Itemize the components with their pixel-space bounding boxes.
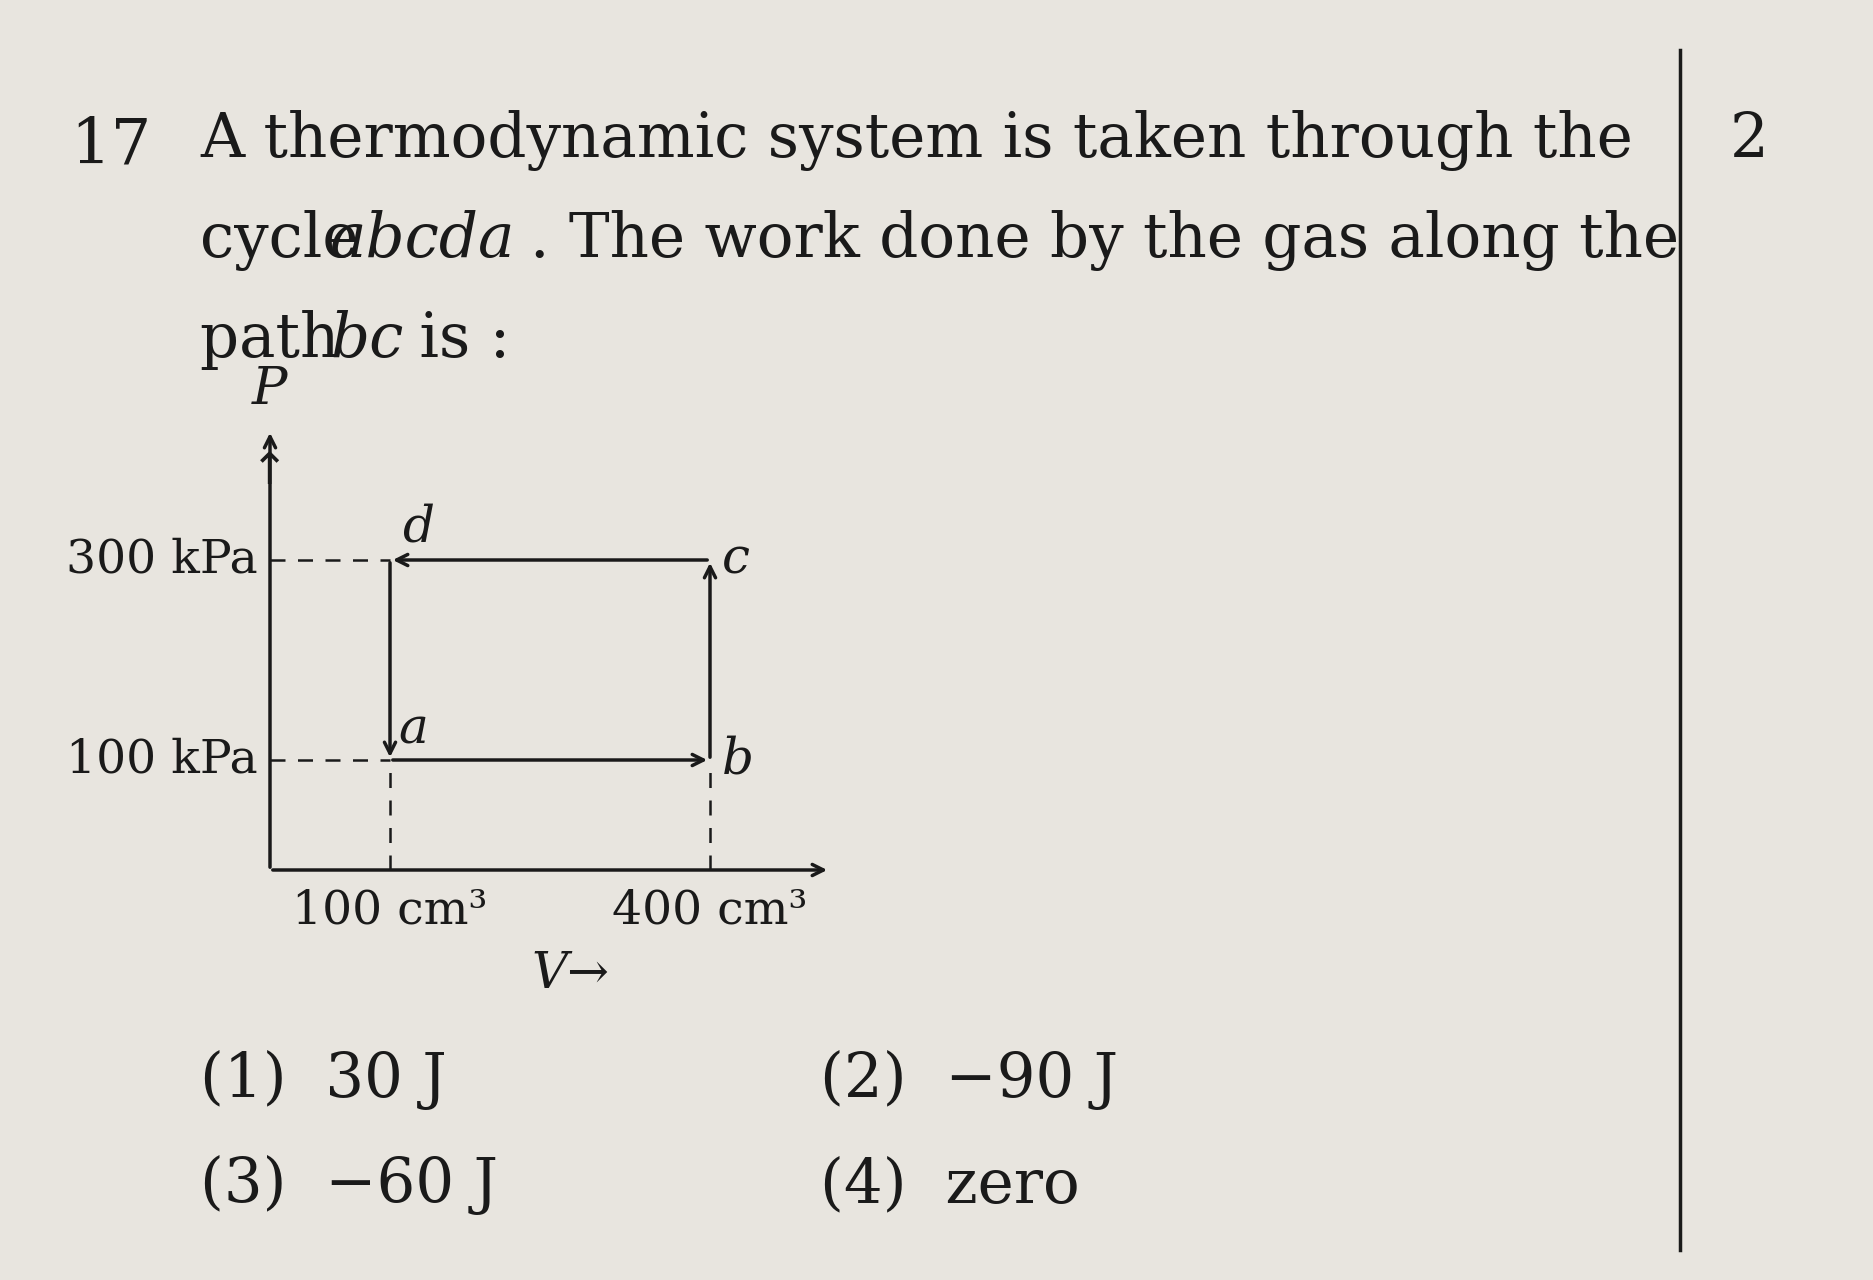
Text: d: d (403, 503, 435, 552)
Text: bc: bc (330, 310, 403, 370)
Text: A thermodynamic system is taken through the: A thermodynamic system is taken through … (200, 110, 1631, 172)
Text: P: P (253, 364, 288, 415)
Text: V→: V→ (530, 950, 609, 1000)
Text: a: a (397, 705, 427, 755)
Text: (4)  zero: (4) zero (820, 1155, 1079, 1215)
Text: is :: is : (399, 310, 509, 370)
Text: path: path (200, 310, 358, 370)
Text: 100 cm³: 100 cm³ (292, 888, 487, 933)
Text: c: c (721, 535, 749, 585)
Text: abcda: abcda (330, 210, 515, 270)
Text: cycle: cycle (200, 210, 378, 271)
Text: 17: 17 (69, 115, 152, 177)
Text: (1)  30 J: (1) 30 J (200, 1050, 446, 1110)
Text: 300 kPa: 300 kPa (66, 538, 258, 582)
Text: (3)  −60 J: (3) −60 J (200, 1155, 498, 1215)
Text: b: b (721, 735, 753, 785)
Text: . The work done by the gas along the: . The work done by the gas along the (530, 210, 1678, 271)
Text: (2)  −90 J: (2) −90 J (820, 1050, 1118, 1110)
Text: 2: 2 (1729, 110, 1768, 170)
Text: 400 cm³: 400 cm³ (612, 888, 807, 933)
Text: 100 kPa: 100 kPa (66, 737, 258, 782)
Text: ↑: ↑ (251, 451, 288, 493)
